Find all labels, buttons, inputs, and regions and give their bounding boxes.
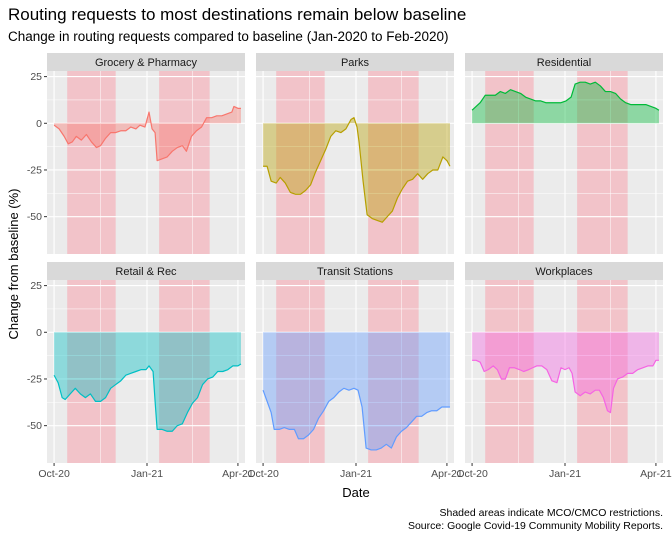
y-tick-label: 0 — [36, 118, 42, 130]
strip-residential — [465, 53, 663, 71]
x-tick-label: Oct-20 — [456, 468, 488, 480]
x-tick-label: Oct-20 — [38, 468, 70, 480]
panel-grocery-pharmacy: Grocery & Pharmacy — [47, 53, 245, 254]
strip-retail-rec — [47, 262, 245, 280]
y-tick-label: -25 — [27, 373, 42, 385]
restriction-period-1 — [485, 71, 534, 254]
y-tick-label: -50 — [27, 211, 42, 223]
caption-source: Source: Google Covid-19 Community Mobili… — [408, 520, 663, 532]
restriction-period-1 — [276, 280, 325, 463]
strip-transit-stations — [256, 262, 454, 280]
x-axis-title: Date — [342, 485, 369, 500]
area-workplaces — [472, 332, 659, 413]
strip-label-retail-rec: Retail & Rec — [115, 266, 177, 278]
x-tick-label: Oct-20 — [247, 468, 279, 480]
strip-label-residential: Residential — [537, 57, 591, 69]
restriction-period-2 — [577, 280, 628, 463]
restriction-period-1 — [67, 71, 116, 254]
restriction-period-2 — [577, 71, 628, 254]
strip-grocery-pharmacy — [47, 53, 245, 71]
restriction-period-2 — [159, 280, 210, 463]
strip-label-workplaces: Workplaces — [535, 266, 593, 278]
line-transit-stations — [262, 387, 450, 451]
panel-residential: Residential — [465, 53, 663, 254]
x-tick-label: Apr-21 — [640, 468, 672, 480]
line-retail-rec — [53, 363, 242, 432]
panel-workplaces: Workplaces — [465, 262, 663, 463]
restriction-period-1 — [485, 280, 534, 463]
y-tick-label: 0 — [36, 327, 42, 339]
x-tick-label: Jan-21 — [549, 468, 581, 480]
caption-restrictions: Shaded areas indicate MCO/CMCO restricti… — [440, 507, 664, 519]
strip-label-grocery-pharmacy: Grocery & Pharmacy — [95, 57, 198, 69]
restriction-period-1 — [276, 71, 325, 254]
strip-label-parks: Parks — [341, 57, 370, 69]
chart-subtitle: Change in routing requests compared to b… — [8, 29, 449, 44]
y-tick-label: 25 — [30, 280, 42, 292]
panel-transit-stations: Transit Stations — [256, 262, 454, 463]
y-tick-label: -50 — [27, 420, 42, 432]
strip-workplaces — [465, 262, 663, 280]
strip-parks — [256, 53, 454, 71]
x-tick-label: Apr-21 — [431, 468, 463, 480]
restriction-period-2 — [159, 71, 210, 254]
x-tick-label: Jan-21 — [131, 468, 163, 480]
panel-retail-rec: Retail & Rec — [47, 262, 245, 463]
restriction-period-2 — [368, 71, 419, 254]
restriction-period-1 — [67, 280, 116, 463]
line-workplaces — [472, 359, 659, 414]
facet-panels: Grocery & Pharmacy Parks Residential Retail… — [47, 53, 663, 463]
strip-label-transit-stations: Transit Stations — [317, 266, 394, 278]
chart-title: Routing requests to most destinations re… — [8, 5, 466, 24]
line-residential — [471, 81, 660, 111]
area-transit-stations — [263, 332, 450, 450]
x-tick-label: Apr-21 — [222, 468, 254, 480]
panel-parks: Parks — [256, 53, 454, 254]
area-grocery-pharmacy — [54, 106, 241, 161]
y-tick-label: -25 — [27, 164, 42, 176]
y-axis-title: Change from baseline (%) — [6, 188, 21, 339]
y-tick-label: 25 — [30, 71, 42, 83]
line-grocery-pharmacy — [53, 105, 241, 162]
area-retail-rec — [54, 332, 241, 432]
x-tick-label: Jan-21 — [340, 468, 372, 480]
restriction-period-2 — [368, 280, 419, 463]
area-parks — [263, 117, 450, 223]
line-parks — [263, 117, 451, 223]
